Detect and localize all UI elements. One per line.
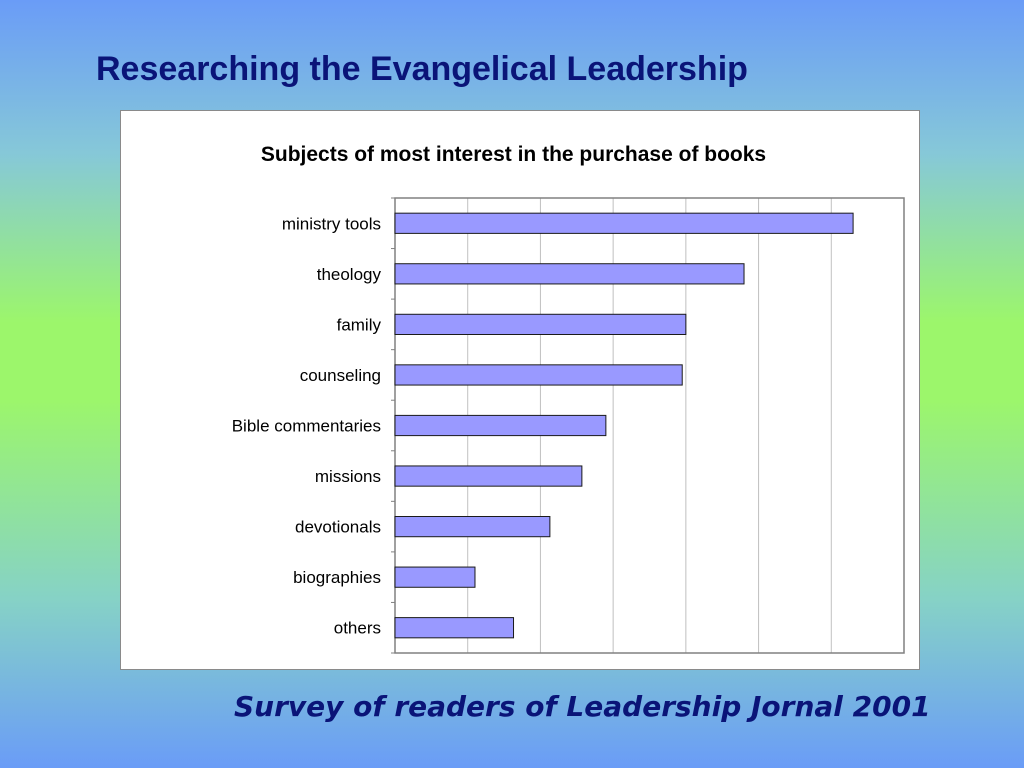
bar-biographies xyxy=(394,566,476,588)
bar-counseling xyxy=(394,364,683,386)
bar-missions xyxy=(394,465,583,487)
category-label: counseling xyxy=(300,366,381,385)
bar-others xyxy=(394,617,515,639)
chart-title: Subjects of most interest in the purchas… xyxy=(260,143,767,166)
bar-chart: ministry tools theology family counseling Bi… xyxy=(232,197,905,654)
slide-title: Researching the Evangelical Leadership xyxy=(96,50,748,88)
category-label: biographies xyxy=(293,568,381,587)
category-label: missions xyxy=(315,467,381,486)
category-label: others xyxy=(334,619,381,638)
survey-caption: Survey of readers of Leadership Jornal 2… xyxy=(234,690,931,723)
category-label: devotionals xyxy=(295,518,381,537)
bar-theology xyxy=(394,263,745,285)
bar-bible-commentaries xyxy=(394,414,607,437)
chart-panel: Subjects of most interest in the purchas… xyxy=(120,110,920,670)
category-label: Bible commentaries xyxy=(232,417,381,436)
bar-devotionals xyxy=(394,516,551,538)
bar-family xyxy=(394,313,687,335)
bar-ministry-tools xyxy=(394,212,854,234)
category-label: ministry tools xyxy=(282,214,381,233)
category-label: family xyxy=(337,315,382,334)
category-label: theology xyxy=(317,265,382,284)
